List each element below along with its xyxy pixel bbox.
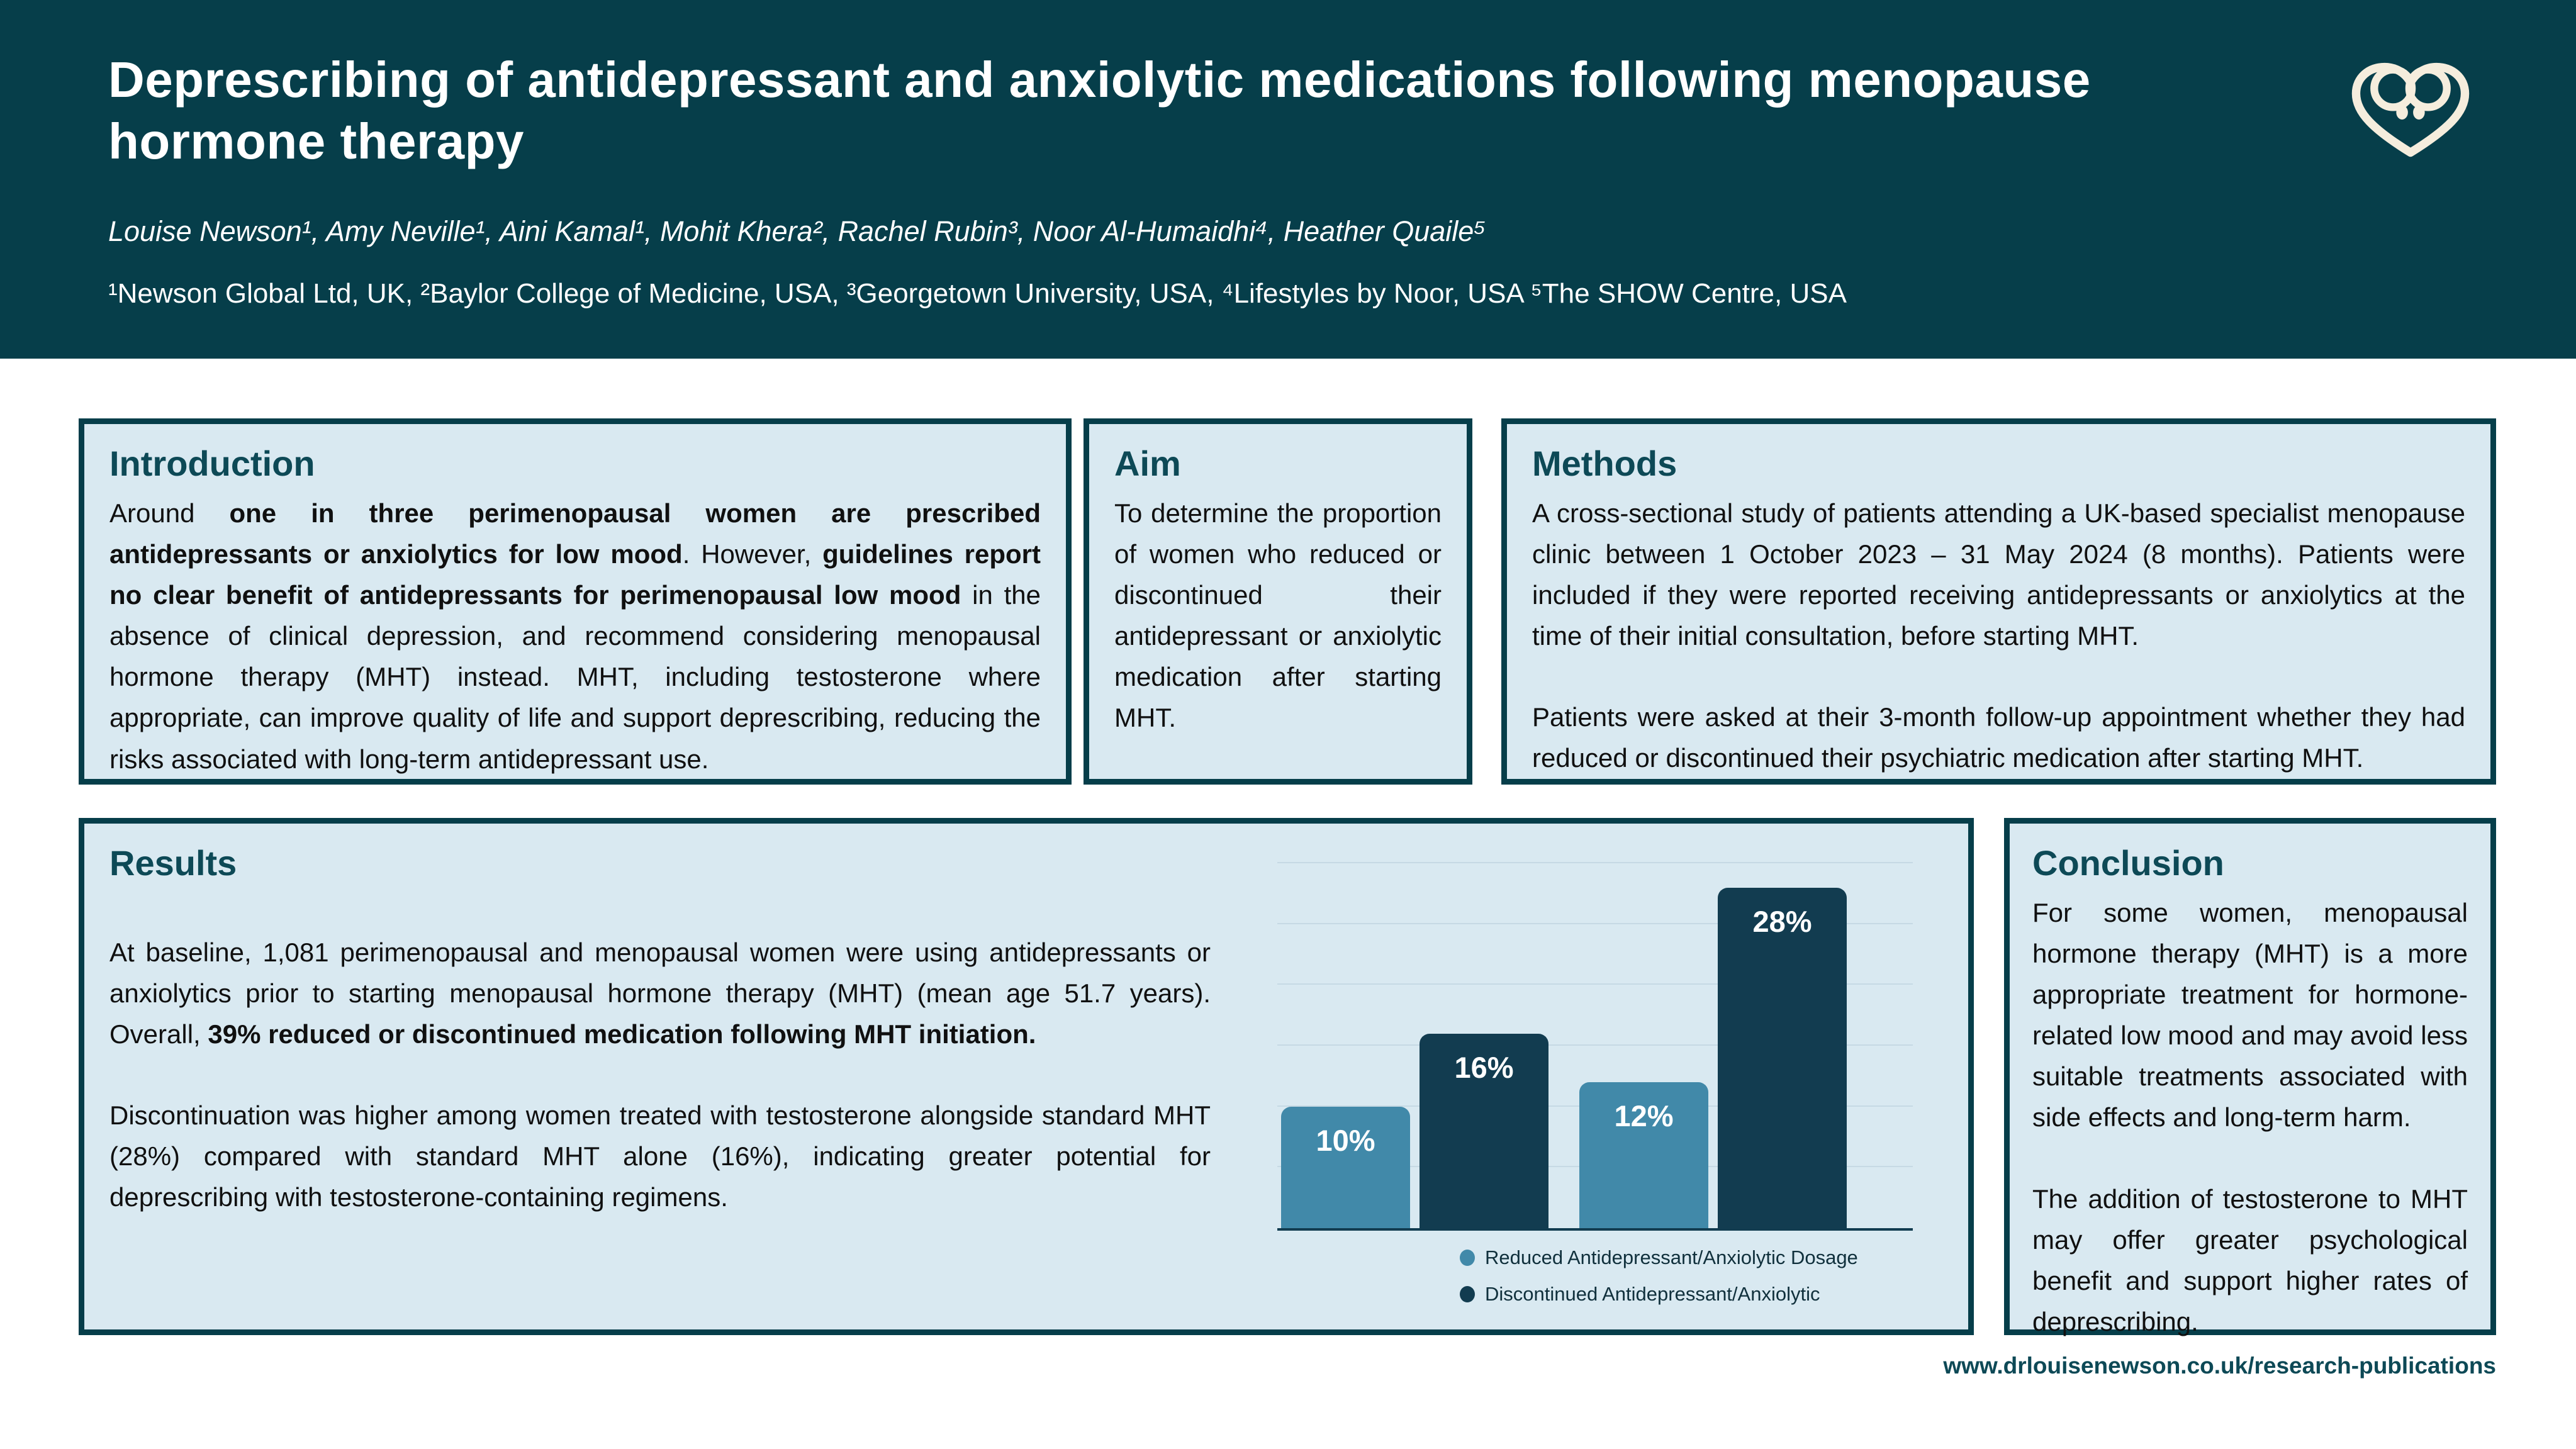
methods-text: A cross-sectional study of patients atte…	[1532, 498, 2465, 773]
bar-mht-testosterone-series1: 12%	[1579, 1082, 1708, 1228]
introduction-heading: Introduction	[109, 444, 315, 483]
results-text: At baseline, 1,081 perimenopausal and me…	[109, 937, 1211, 1212]
gridline-y20	[1277, 983, 1913, 985]
legend-label: Reduced Antidepressant/Anxiolytic Dosage	[1485, 1246, 1858, 1268]
gridline-y15	[1277, 1044, 1913, 1046]
website-url: www.drlouisenewson.co.uk/research-public…	[1943, 1353, 2496, 1379]
poster-title-line2: hormone therapy	[108, 113, 524, 169]
gridline-y25	[1277, 922, 1913, 924]
poster-title: Deprescribing of antidepressant and anxi…	[108, 49, 2091, 172]
header-banner: Deprescribing of antidepressant and anxi…	[0, 0, 2576, 359]
aim-heading: Aim	[1114, 444, 1181, 483]
legend-item-1: Reduced Antidepressant/Anxiolytic Dosage	[1460, 1246, 1858, 1269]
conclusion-text: For some women, menopausal hormone thera…	[2032, 898, 2468, 1336]
bar-mht-testosterone-series2: 28%	[1718, 887, 1847, 1228]
heart-logo-icon	[2346, 58, 2475, 165]
methods-heading: Methods	[1532, 444, 1677, 483]
gridline-y30	[1277, 862, 1913, 863]
bar-value-label: 12%	[1614, 1099, 1674, 1133]
legend-dot-icon	[1460, 1286, 1475, 1302]
aim-text: To determine the proportion of women who…	[1114, 498, 1442, 733]
bar-mht-only-series2: 16%	[1420, 1033, 1548, 1228]
conclusion-heading: Conclusion	[2032, 843, 2224, 883]
chart-legend: Reduced Antidepressant/Anxiolytic Dosage…	[1460, 1246, 1858, 1306]
results-box: Results At baseline, 1,081 perimenopausa…	[79, 818, 1974, 1335]
bar-mht-only-series1: 10%	[1281, 1106, 1410, 1228]
methods-box: Methods A cross-sectional study of patie…	[1501, 418, 2496, 785]
poster-title-line1: Deprescribing of antidepressant and anxi…	[108, 52, 2091, 108]
bar-value-label: 28%	[1752, 904, 1812, 938]
aim-box: Aim To determine the proportion of women…	[1084, 418, 1472, 785]
legend-dot-icon	[1460, 1250, 1475, 1266]
legend-item-2: Discontinued Antidepressant/Anxiolytic	[1460, 1283, 1858, 1306]
introduction-box: Introduction Around one in three perimen…	[79, 418, 1072, 785]
bar-value-label: 16%	[1454, 1050, 1514, 1084]
introduction-text: Around one in three perimenopausal women…	[109, 498, 1041, 774]
affiliation-list: ¹Newson Global Ltd, UK, ²Baylor College …	[108, 278, 1847, 309]
bar-chart-plot: 10% 16% 12% 28%	[1277, 862, 1913, 1231]
results-heading: Results	[109, 843, 237, 883]
legend-label: Discontinued Antidepressant/Anxiolytic	[1485, 1283, 1820, 1305]
bar-value-label: 10%	[1316, 1123, 1375, 1157]
author-list: Louise Newson¹, Amy Neville¹, Aini Kamal…	[108, 215, 1486, 247]
conclusion-box: Conclusion For some women, menopausal ho…	[2004, 818, 2496, 1336]
